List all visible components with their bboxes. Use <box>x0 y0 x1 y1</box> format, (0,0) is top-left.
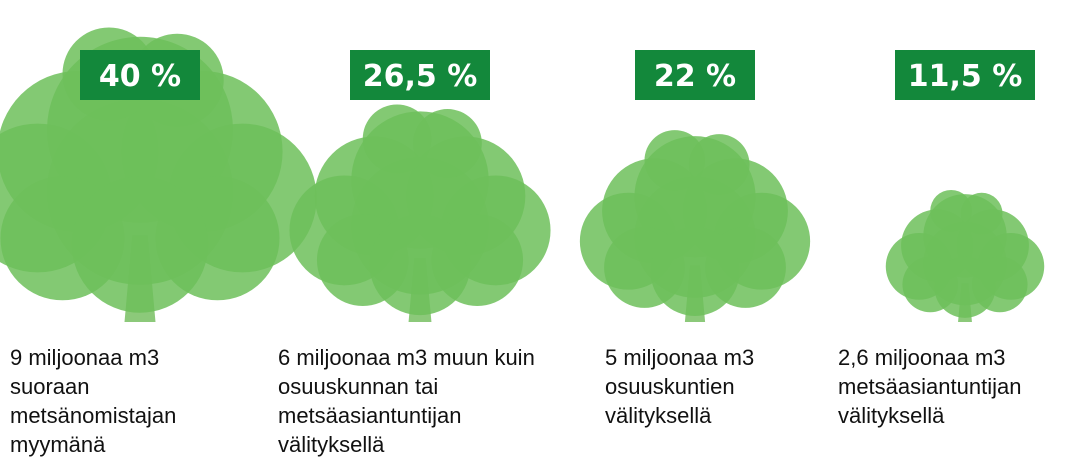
category-label: 2,6 miljoonaa m3 metsäasiantuntijan väli… <box>838 345 1022 428</box>
tree-crown <box>688 134 750 195</box>
tree-crown <box>934 256 996 318</box>
value-badge <box>350 50 490 100</box>
tree-crown <box>413 109 482 178</box>
category-label: 5 miljoonaa m3 osuuskuntien välityksellä <box>605 345 755 428</box>
tree-crown <box>71 176 209 313</box>
value-label: 22 % <box>654 59 736 94</box>
tree-crown <box>644 130 706 191</box>
value-label: 26,5 % <box>363 59 478 94</box>
tree-crown <box>650 227 740 316</box>
tree-crown <box>930 189 972 232</box>
value-label: 11,5 % <box>908 59 1023 94</box>
category-label: 6 miljoonaa m3 muun kuin osuuskunnan tai… <box>278 345 535 457</box>
value-badge <box>635 50 755 100</box>
tree-crown <box>362 104 432 174</box>
value-badge <box>80 50 200 100</box>
tree <box>579 130 811 322</box>
tree <box>885 189 1045 322</box>
value-label: 40 % <box>99 59 181 94</box>
tree-crown <box>369 214 471 316</box>
value-badge <box>895 50 1035 100</box>
tree-crown <box>960 192 1003 235</box>
chart: 40 % 26,5 % 22 % 11,5 % <box>0 27 1045 322</box>
category-label: 9 miljoonaa m3 suoraan metsänomistajan m… <box>10 345 177 457</box>
tree <box>289 104 551 322</box>
